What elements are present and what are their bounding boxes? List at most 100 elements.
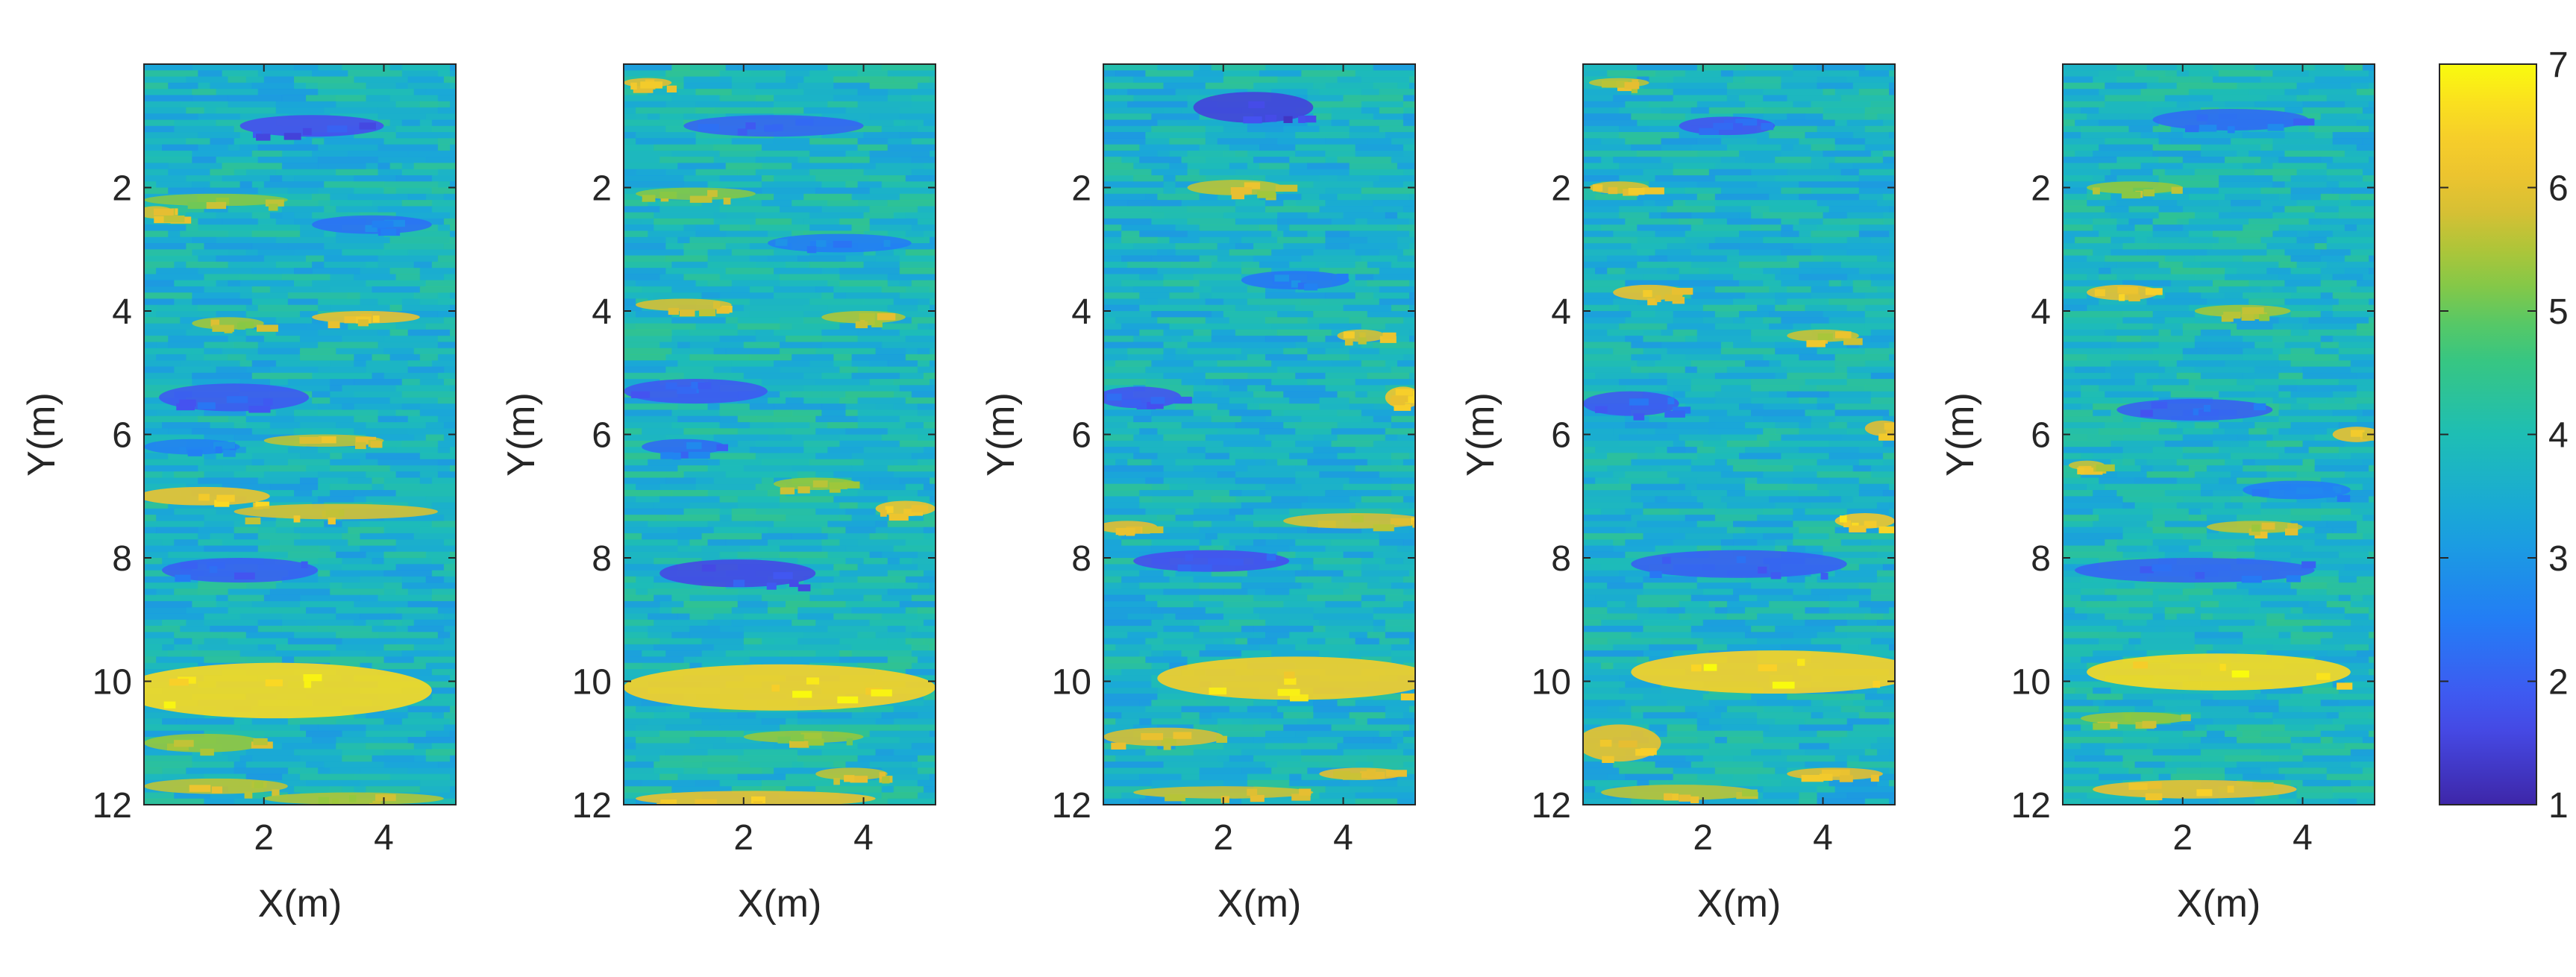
heatmap-cell: [336, 206, 379, 213]
heatmap-field: [1103, 64, 1415, 805]
heatmap-cell: [2362, 64, 2375, 71]
heatmap-cell: [930, 730, 936, 738]
heatmap-cell: [377, 255, 439, 263]
heatmap-cell: [294, 218, 319, 225]
heatmap-cell: [1733, 465, 1793, 472]
heatmap-cell: [821, 181, 847, 189]
heatmap-cell: [1745, 292, 1776, 300]
heatmap-cell: [1720, 354, 1764, 361]
heatmap-cell: [144, 638, 175, 645]
heatmap-cell: [1337, 434, 1386, 442]
heatmap-cell: [1643, 502, 1704, 509]
heatmap-cell: [1169, 236, 1200, 244]
heatmap-cell: [204, 453, 217, 460]
heatmap-cell: [144, 125, 175, 133]
heatmap-cell: [1787, 755, 1836, 762]
heatmap-cell: [1745, 76, 1781, 84]
heatmap-cell: [1187, 206, 1236, 213]
heatmap-cell: [833, 496, 889, 503]
heatmap-cell: [713, 613, 745, 621]
heatmap-cell: [851, 650, 912, 657]
heatmap-cell: [1295, 576, 1332, 583]
heatmap-cell: [1253, 607, 1314, 615]
heatmap-speckle: [800, 732, 822, 740]
heatmap-speckle: [791, 734, 804, 741]
heatmap-speckle: [226, 396, 248, 403]
heatmap-cell: [671, 64, 690, 71]
heatmap-cell: [1781, 230, 1799, 238]
heatmap-cell: [1781, 150, 1824, 157]
heatmap-cell: [1793, 539, 1842, 547]
heatmap-cell: [1397, 773, 1415, 781]
heatmap-cell: [1775, 539, 1793, 547]
heatmap-cell: [1583, 761, 1614, 768]
heatmap-cell: [1319, 397, 1350, 404]
heatmap-speckle: [1367, 771, 1385, 779]
heatmap-speckle: [1840, 515, 1847, 523]
heatmap-cell: [1840, 261, 1895, 268]
heatmap-speckle: [318, 436, 336, 444]
heatmap-cell: [1403, 551, 1415, 559]
heatmap-cell: [245, 415, 295, 423]
heatmap-cell: [186, 107, 204, 114]
heatmap-cell: [1103, 150, 1158, 157]
heatmap-cell: [899, 261, 930, 268]
heatmap-cell: [1889, 64, 1895, 71]
heatmap-cell: [1199, 144, 1230, 151]
heatmap-cell: [1397, 255, 1415, 263]
heatmap-cell: [1667, 323, 1716, 330]
heatmap-cell: [719, 95, 756, 102]
heatmap-cell: [1625, 471, 1668, 478]
heatmap-cell: [342, 582, 385, 589]
heatmap-cell: [815, 286, 834, 293]
heatmap-speckle: [850, 776, 868, 783]
heatmap-cell: [863, 261, 900, 268]
heatmap-cell: [1301, 749, 1344, 756]
heatmap-cell: [1690, 465, 1734, 472]
heatmap-cell: [318, 82, 366, 89]
heatmap-cell: [1403, 354, 1415, 361]
heatmap-cell: [1726, 607, 1746, 615]
heatmap-cell: [1583, 539, 1614, 547]
heatmap-cell: [701, 545, 750, 553]
heatmap-cell: [383, 515, 445, 521]
heatmap-cell: [395, 101, 421, 108]
heatmap-cell: [2075, 119, 2099, 127]
heatmap-speckle: [253, 738, 268, 746]
heatmap-cell: [1265, 200, 1284, 207]
heatmap-cell: [1355, 249, 1380, 257]
heatmap-cell: [1811, 700, 1824, 707]
heatmap-cell: [845, 508, 877, 515]
heatmap-cell: [1193, 70, 1224, 78]
heatmap-cell: [1690, 379, 1752, 386]
heatmap-cell: [1870, 280, 1895, 287]
heatmap-cell: [1223, 298, 1248, 306]
heatmap-cell: [1726, 218, 1781, 225]
heatmap-cell: [1817, 224, 1860, 231]
heatmap-cell: [1223, 70, 1260, 78]
heatmap-cell: [1757, 125, 1818, 133]
heatmap-cell: [1145, 132, 1206, 139]
heatmap-cell: [1787, 545, 1805, 553]
heatmap-cell: [251, 360, 277, 368]
heatmap-cell: [857, 336, 906, 342]
heatmap-cell: [1139, 157, 1182, 163]
heatmap-cell: [1775, 348, 1818, 355]
heatmap-cell: [1121, 230, 1140, 238]
heatmap-cell: [1337, 453, 1392, 460]
heatmap-cell: [1757, 515, 1793, 521]
heatmap-cell: [642, 650, 666, 657]
heatmap-cell: [917, 298, 930, 306]
heatmap-cell: [1631, 711, 1643, 719]
heatmap-cell: [1103, 379, 1146, 386]
heatmap-cell: [1643, 576, 1698, 583]
heatmap-speckle: [1379, 336, 1397, 343]
heatmap-cell: [1103, 558, 1152, 565]
heatmap-speckle: [179, 399, 196, 406]
heatmap-cell: [336, 95, 366, 102]
heatmap-cell: [1103, 626, 1164, 632]
heatmap-cell: [648, 632, 672, 639]
heatmap-cell: [1811, 422, 1830, 429]
heatmap-speckle: [1390, 518, 1411, 525]
heatmap-cell: [401, 64, 451, 71]
